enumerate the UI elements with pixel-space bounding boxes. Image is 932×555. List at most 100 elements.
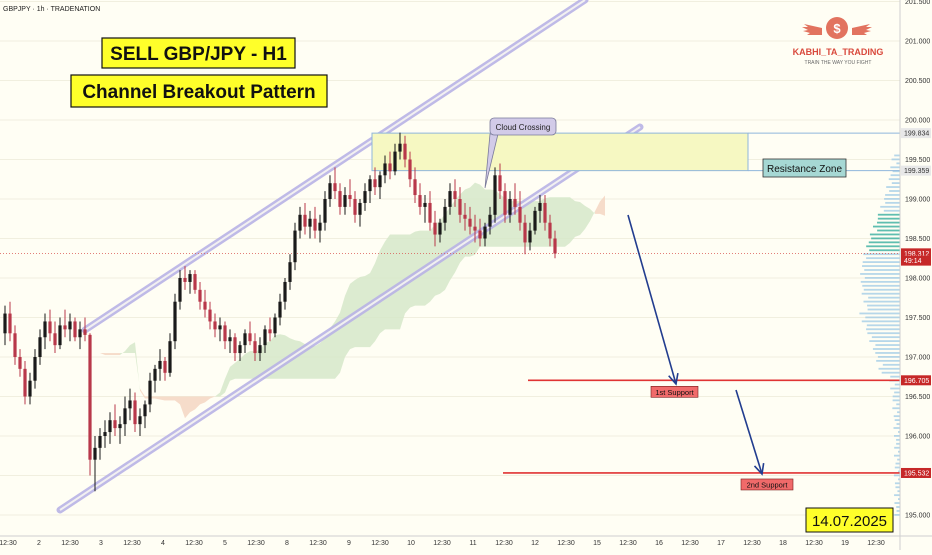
cloud-segment: [210, 396, 215, 399]
volume-bar: [894, 383, 900, 386]
ascending-channel: [56, 0, 644, 514]
candle-body: [193, 274, 197, 290]
volume-bar: [861, 320, 900, 323]
volume-bar: [859, 312, 900, 315]
candle-body: [63, 325, 67, 330]
volume-bar: [896, 506, 900, 508]
volume-bar: [864, 277, 900, 279]
volume-bar: [866, 245, 900, 248]
candle-body: [198, 289, 202, 302]
date-badge: 14.07.2025: [805, 507, 894, 533]
price-badge: [901, 375, 931, 386]
candle-body: [3, 313, 7, 334]
candle-body: [138, 416, 142, 425]
volume-bar: [894, 502, 900, 504]
candle-body: [58, 325, 62, 346]
cloud-segment: [320, 338, 325, 379]
coin-icon: [826, 17, 848, 39]
candle-body: [358, 202, 362, 215]
x-tick-label: 12:30: [743, 540, 761, 547]
cloud-segment: [170, 396, 175, 401]
candle-body: [188, 274, 192, 282]
candle-body: [273, 317, 277, 334]
y-tick-label: 196.000: [905, 434, 930, 441]
volume-bar: [893, 415, 900, 418]
projection-arrows: [627, 214, 765, 476]
candle-body: [48, 321, 52, 334]
cloud-segment: [385, 234, 390, 330]
candle-body: [13, 333, 17, 357]
candle-body: [283, 281, 287, 302]
volume-bar: [862, 261, 900, 263]
candle-body: [323, 199, 327, 223]
volume-bar: [882, 363, 900, 366]
price-badge-text: 198.312: [904, 251, 929, 258]
cloud-segment: [445, 207, 450, 290]
x-tick-label: 12:30: [495, 540, 513, 547]
candle-body: [258, 345, 262, 354]
candle-body: [513, 199, 517, 207]
candle-body: [488, 214, 492, 227]
candle-body: [428, 202, 432, 223]
x-tick-label: 19: [841, 540, 849, 547]
candle-body: [83, 329, 87, 335]
cloud-segment: [200, 396, 205, 405]
x-tick-label: 17: [717, 540, 725, 547]
y-tick-label: 201.000: [905, 39, 930, 46]
volume-bar: [884, 198, 900, 200]
candle-body: [228, 337, 232, 342]
candle-body: [263, 329, 267, 346]
x-tick-label: 12:30: [309, 540, 327, 547]
cloud-segment: [100, 353, 105, 356]
title-sell: SELL GBP/JPY - H1: [101, 37, 296, 69]
x-tick-label: 12:30: [681, 540, 699, 547]
cloud-segment: [565, 197, 570, 247]
candle-body: [38, 337, 42, 357]
volume-bar: [871, 237, 900, 240]
candle-body: [53, 333, 57, 346]
volume-bar: [894, 482, 900, 485]
candle-body: [268, 329, 272, 334]
candle-body: [93, 447, 97, 460]
candle-body: [373, 179, 377, 188]
cloud-segment: [165, 396, 170, 401]
volume-bar: [893, 454, 900, 457]
volume-bar: [896, 162, 900, 165]
wings-icon: [802, 24, 872, 35]
cloud-segment: [220, 378, 225, 397]
volume-bar: [860, 280, 900, 283]
cloud-segment: [380, 241, 385, 334]
candle-body: [473, 226, 477, 231]
candle-body: [528, 230, 532, 243]
cloud-segment: [130, 342, 135, 354]
support-lines: 1st Support 2nd Support: [0, 253, 900, 491]
date-label: 14.07.2025: [812, 513, 887, 530]
volume-bar: [892, 399, 900, 402]
volume-bar: [880, 205, 900, 208]
channel-lower-inner: [59, 126, 641, 511]
brand-name: KABHI_TA_TRADING: [793, 47, 884, 57]
volume-bar: [883, 209, 900, 212]
candle-body: [103, 432, 107, 436]
title-line2: Channel Breakout Pattern: [82, 82, 315, 103]
volume-bar: [868, 296, 900, 299]
volume-bar: [860, 273, 900, 275]
support1-label-box: [650, 386, 699, 398]
cloud-segment: [205, 396, 210, 403]
x-tick-label: 5: [223, 540, 227, 547]
price-badge-text: 199.359: [904, 168, 929, 175]
volume-bar: [863, 253, 900, 256]
price-badge: [901, 165, 931, 176]
cloud-segment: [240, 354, 245, 379]
volume-bar: [877, 229, 900, 232]
volume-bar: [895, 486, 900, 489]
candle-body: [98, 436, 102, 448]
candle-body: [423, 202, 427, 207]
candle-body: [78, 329, 82, 338]
candle-body: [238, 345, 242, 354]
volume-bar: [872, 348, 900, 350]
volume-bar: [895, 462, 900, 465]
cloud-segment: [395, 234, 400, 330]
candle-body: [338, 191, 342, 207]
